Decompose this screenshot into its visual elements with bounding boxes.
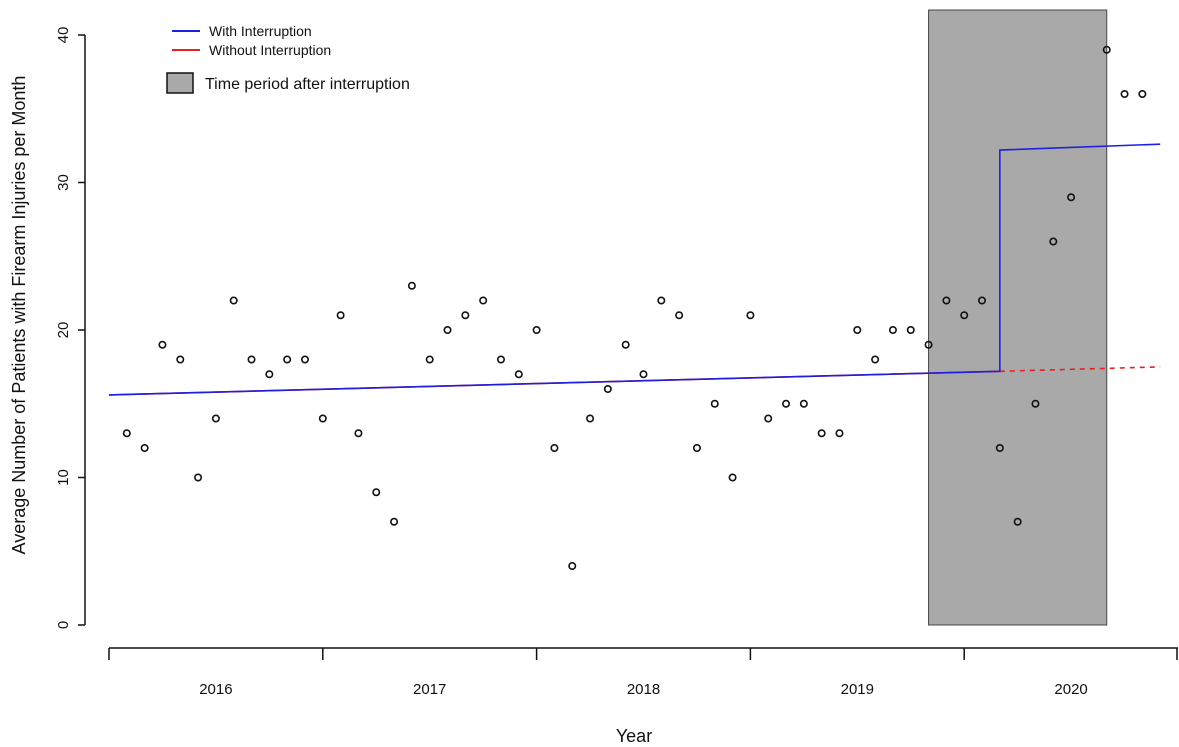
data-point: [728, 473, 737, 482]
data-point: [710, 399, 719, 408]
y-tick-label-40: 40: [55, 27, 72, 44]
data-point: [817, 429, 826, 438]
data-point: [799, 399, 808, 408]
data-point: [425, 355, 434, 364]
data-point: [603, 384, 612, 393]
data-point: [1067, 193, 1076, 202]
x-tick-label-2017: 2017: [413, 681, 446, 698]
data-point: [194, 473, 203, 482]
line-without-interruption-projection: [999, 366, 1161, 373]
data-point: [283, 355, 292, 364]
x-axis-title: Year: [616, 726, 652, 746]
data-point: [336, 311, 345, 320]
data-point: [443, 325, 452, 334]
data-point: [1120, 90, 1129, 99]
data-point: [300, 355, 309, 364]
y-axis: 0 10 20 30 40: [55, 27, 86, 629]
data-point: [692, 443, 701, 452]
x-axis: 2016 2017 2018 2019 2020: [108, 647, 1178, 698]
data-point: [158, 340, 167, 349]
legend-swatch-period: [166, 72, 194, 94]
data-point: [1049, 237, 1058, 246]
data-point: [568, 561, 577, 570]
data-point: [639, 370, 648, 379]
data-point: [229, 296, 238, 305]
data-point: [1138, 90, 1147, 99]
data-point: [372, 488, 381, 497]
data-point: [407, 281, 416, 290]
y-axis-title: Average Number of Patients with Firearm …: [9, 76, 29, 555]
data-point: [1031, 399, 1040, 408]
data-point: [871, 355, 880, 364]
data-point: [1102, 45, 1111, 54]
x-tick-label-2016: 2016: [199, 681, 232, 698]
data-point: [764, 414, 773, 423]
data-point: [995, 443, 1004, 452]
data-point: [621, 340, 630, 349]
data-point: [657, 296, 666, 305]
data-point: [586, 414, 595, 423]
x-tick-label-2020: 2020: [1054, 681, 1087, 698]
interruption-period-shade: [928, 9, 1108, 626]
data-point: [318, 414, 327, 423]
data-point: [122, 429, 131, 438]
data-point: [550, 443, 559, 452]
legend: With Interruption Without Interruption T…: [166, 23, 410, 94]
data-point: [461, 311, 470, 320]
data-point: [675, 311, 684, 320]
data-point: [1013, 517, 1022, 526]
data-point: [746, 311, 755, 320]
data-point: [978, 296, 987, 305]
data-point: [942, 296, 951, 305]
data-point: [211, 414, 220, 423]
data-point: [514, 370, 523, 379]
y-tick-label-10: 10: [55, 469, 72, 486]
data-point: [906, 325, 915, 334]
line-with-interruption: [108, 143, 1161, 396]
data-point: [354, 429, 363, 438]
data-point: [853, 325, 862, 334]
x-tick-label-2019: 2019: [841, 681, 874, 698]
y-tick-label-30: 30: [55, 174, 72, 191]
y-tick-label-20: 20: [55, 322, 72, 339]
legend-label-with-interruption: With Interruption: [209, 23, 312, 39]
data-point: [835, 429, 844, 438]
data-point: [960, 311, 969, 320]
data-point: [496, 355, 505, 364]
y-tick-label-0: 0: [55, 621, 72, 629]
data-point: [479, 296, 488, 305]
data-point: [924, 340, 933, 349]
data-point: [532, 325, 541, 334]
data-point: [176, 355, 185, 364]
legend-label-without-interruption: Without Interruption: [209, 42, 331, 58]
data-point: [140, 443, 149, 452]
x-tick-label-2018: 2018: [627, 681, 660, 698]
legend-label-period: Time period after interruption: [205, 76, 410, 93]
data-point: [782, 399, 791, 408]
data-point: [265, 370, 274, 379]
data-point: [390, 517, 399, 526]
data-point: [247, 355, 256, 364]
data-point: [888, 325, 897, 334]
